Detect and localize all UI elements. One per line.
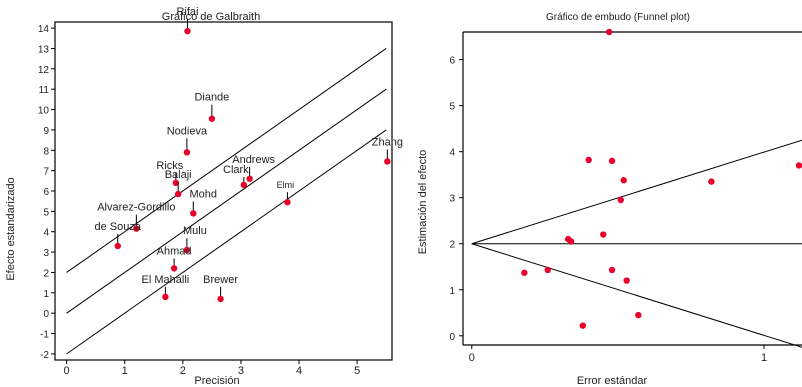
galbraith-point — [208, 115, 216, 122]
galbraith-y-tick-label: -1 — [40, 330, 49, 341]
funnel-point — [600, 231, 607, 238]
galbraith-y-tick-label: -2 — [40, 350, 49, 361]
galbraith-reference-line — [66, 48, 387, 273]
galbraith-point-label: Ahmad — [157, 245, 192, 257]
galbraith-point-label: Clark — [223, 164, 249, 176]
galbraith-point — [190, 210, 197, 217]
galbraith-point-label: Ricks — [156, 160, 183, 172]
galbraith-point — [162, 293, 169, 301]
galbraith-y-tick-label: 5 — [43, 207, 49, 218]
galbraith-point — [172, 179, 180, 187]
galbraith-y-tick-label: 3 — [43, 248, 49, 259]
galbraith-y-tick-label: 0 — [43, 309, 49, 320]
galbraith-point — [114, 242, 121, 250]
galbraith-point — [184, 27, 191, 35]
galbraith-point-label: Mohd — [190, 188, 218, 200]
galbraith-point-label: Zhang — [372, 136, 403, 148]
galbraith-plot: Gráfico de Galbraith Precisión Efecto es… — [5, 6, 403, 387]
funnel-point — [708, 178, 715, 185]
funnel-y-tick-label: 4 — [449, 148, 455, 159]
galbraith-point-label: Nodieva — [167, 125, 208, 137]
galbraith-reference-line — [66, 129, 387, 355]
funnel-plot: Gráfico de embudo (Funnel plot) Error es… — [417, 12, 802, 387]
galbraith-point-label: Elmi — [277, 180, 295, 190]
funnel-point — [608, 266, 616, 274]
galbraith-point-label: Balaji — [165, 169, 192, 181]
funnel-confidence-line — [471, 139, 802, 245]
funnel-y-tick-label: 2 — [449, 240, 455, 251]
galbraith-x-tick-label: 0 — [64, 365, 70, 377]
galbraith-x-tick-label: 3 — [238, 365, 244, 377]
galbraith-point — [133, 225, 140, 232]
funnel-y-tick-label: 1 — [449, 286, 455, 297]
funnel-confidence-line — [471, 243, 802, 348]
galbraith-point — [217, 295, 224, 303]
funnel-x-tick-label: 1 — [761, 352, 767, 364]
galbraith-point — [284, 198, 291, 206]
funnel-point — [623, 277, 630, 284]
galbraith-point-label: Rifai — [176, 6, 198, 18]
funnel-point — [579, 322, 587, 329]
galbraith-point — [183, 149, 191, 156]
galbraith-y-tick-label: 9 — [43, 126, 49, 137]
galbraith-point-label: Brewer — [203, 274, 238, 286]
galbraith-y-tick-label: 14 — [38, 24, 50, 35]
galbraith-y-tick-label: 2 — [43, 268, 49, 279]
galbraith-ylabel: Efecto estandarizado — [5, 177, 17, 280]
funnel-point — [617, 196, 625, 204]
galbraith-x-tick-label: 5 — [354, 365, 360, 377]
funnel-point — [567, 238, 575, 245]
galbraith-y-tick-label: 10 — [38, 106, 50, 117]
galbraith-point-label: Diande — [194, 92, 229, 104]
funnel-x-tick-label: 0 — [469, 352, 475, 364]
galbraith-point — [170, 265, 178, 272]
galbraith-reference-line — [66, 88, 387, 314]
galbraith-xlabel: Precisión — [194, 375, 239, 387]
funnel-title: Gráfico de embudo (Funnel plot) — [546, 12, 690, 23]
funnel-point — [635, 311, 642, 319]
galbraith-point — [246, 175, 253, 182]
funnel-point — [795, 162, 802, 169]
funnel-y-tick-label: 6 — [449, 56, 455, 67]
galbraith-y-tick-label: 11 — [39, 85, 50, 96]
galbraith-point-label: Andrews — [232, 154, 275, 166]
funnel-y-tick-label: 3 — [449, 194, 455, 205]
galbraith-y-tick-label: 13 — [38, 44, 50, 55]
galbraith-y-tick-label: 7 — [43, 167, 49, 178]
galbraith-point-label: Alvarez-Gordillo — [97, 202, 175, 214]
funnel-point — [608, 157, 616, 165]
galbraith-point — [240, 181, 248, 189]
galbraith-plot-area: 0 1 2 3 4 5-2-101234567891011121314RifaiDiand… — [38, 6, 403, 377]
galbraith-point-label: Mulu — [183, 225, 207, 237]
galbraith-x-tick-label: 2 — [180, 365, 186, 377]
galbraith-point — [174, 190, 182, 198]
galbraith-title: Gráfico de Galbraith — [162, 11, 260, 23]
galbraith-y-tick-label: 6 — [43, 187, 49, 198]
funnel-point — [585, 156, 592, 164]
galbraith-point — [183, 246, 191, 254]
funnel-xlabel: Error estándar — [577, 375, 648, 387]
galbraith-frame — [54, 21, 393, 361]
funnel-y-tick-label: 0 — [449, 332, 455, 343]
galbraith-x-tick-label: 4 — [296, 365, 302, 377]
funnel-y-tick-label: 5 — [449, 102, 455, 113]
galbraith-y-tick-label: 8 — [43, 146, 49, 157]
galbraith-x-tick-label: 1 — [122, 365, 128, 377]
galbraith-y-tick-label: 1 — [43, 289, 49, 300]
galbraith-y-tick-label: 12 — [38, 65, 50, 76]
funnel-point — [544, 266, 551, 274]
funnel-ylabel: Estimación del efecto — [417, 150, 429, 255]
galbraith-point-label: El Mahalli — [142, 274, 190, 286]
funnel-point — [605, 28, 613, 36]
galbraith-point-label: de Souza — [95, 221, 142, 233]
galbraith-y-tick-label: 4 — [43, 228, 49, 239]
funnel-plot-area: 0 1 0 1 2 3 4 5 6 — [449, 28, 802, 364]
funnel-point — [521, 269, 528, 276]
galbraith-point — [384, 158, 391, 165]
funnel-point — [620, 177, 627, 184]
